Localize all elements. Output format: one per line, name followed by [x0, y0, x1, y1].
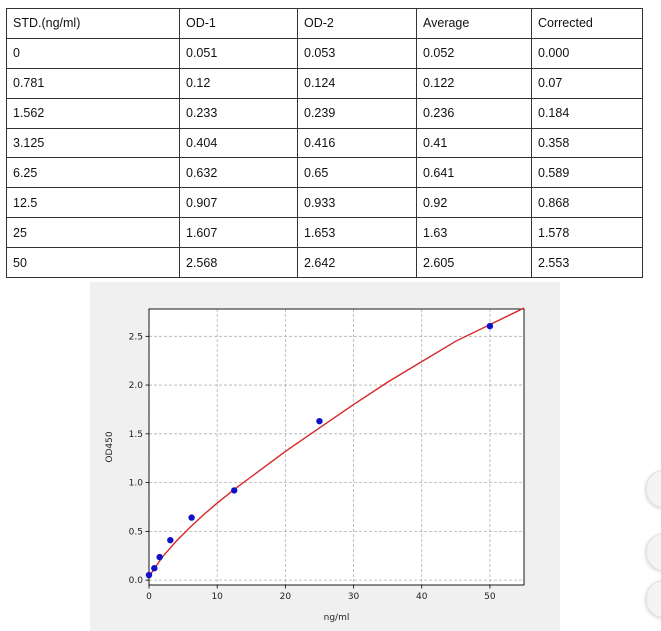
scroll-button-middle[interactable]	[646, 533, 661, 571]
x-tick-label: 10	[211, 592, 223, 602]
table-cell: 0.907	[179, 187, 298, 219]
x-tick-label: 30	[348, 592, 360, 602]
y-tick-label: 0.0	[129, 576, 144, 586]
table-cell: 1.562	[6, 97, 180, 129]
table-cell: 0.236	[416, 97, 532, 129]
y-tick-label: 2.5	[129, 332, 143, 342]
table-cell: 1.578	[531, 217, 643, 249]
scroll-button-bottom[interactable]	[646, 580, 661, 618]
plot-frame-border	[148, 308, 525, 586]
table-row: 12.5 0.907 0.933 0.92 0.868	[6, 187, 643, 219]
table-cell: 0.641	[416, 157, 532, 189]
table-header-cell: Average	[416, 8, 532, 39]
table-header-cell: Corrected	[531, 8, 643, 39]
table-cell: 50	[6, 247, 180, 279]
table-cell: 0.239	[297, 97, 417, 129]
table-cell: 0.65	[297, 157, 417, 189]
data-point	[145, 571, 153, 579]
table-row: 3.125 0.404 0.416 0.41 0.358	[6, 127, 643, 159]
table-row: 0 0.051 0.053 0.052 0.000	[6, 37, 643, 69]
scroll-button-top[interactable]	[646, 470, 661, 508]
table-cell: 0.051	[179, 37, 298, 69]
table-row: 50 2.568 2.642 2.605 2.553	[6, 247, 643, 279]
table-cell: 0.358	[531, 127, 643, 159]
table-header-cell: OD-2	[297, 8, 417, 39]
table-cell: 0.124	[297, 67, 417, 99]
table-cell: 0.07	[531, 67, 643, 99]
table-cell: 0.933	[297, 187, 417, 219]
table-cell: 2.605	[416, 247, 532, 279]
data-point	[188, 514, 195, 521]
table-cell: 0.589	[531, 157, 643, 189]
table-header-cell: OD-1	[179, 8, 298, 39]
table-cell: 0	[6, 37, 180, 69]
y-tick-label: 0.5	[129, 527, 143, 537]
data-point	[231, 487, 238, 494]
table-cell: 2.568	[179, 247, 298, 279]
y-tick-label: 1.5	[129, 430, 143, 440]
table-cell: 1.653	[297, 217, 417, 249]
x-tick-label: 50	[484, 592, 496, 602]
y-axis-label: OD450	[105, 431, 115, 462]
data-point	[156, 553, 163, 561]
table-cell: 2.642	[297, 247, 417, 279]
table-header-cell: STD.(ng/ml)	[6, 8, 180, 39]
data-point	[167, 536, 174, 544]
table-row: 6.25 0.632 0.65 0.641 0.589	[6, 157, 643, 189]
table-cell: 0.000	[531, 37, 643, 69]
table-cell: 0.41	[416, 127, 532, 159]
table-cell: 0.053	[297, 37, 417, 69]
table-cell: 0.781	[6, 67, 180, 99]
table-cell: 1.63	[416, 217, 532, 249]
table-header-row: STD.(ng/ml) OD-1 OD-2 Average Corrected	[6, 8, 643, 39]
x-tick-label: 0	[146, 592, 152, 602]
x-axis-label: ng/ml	[324, 613, 350, 623]
table-cell: 0.632	[179, 157, 298, 189]
table-cell: 0.404	[179, 127, 298, 159]
table-row: 25 1.607 1.653 1.63 1.578	[6, 217, 643, 249]
standard-curve-chart: 0 10 20 30 40 50 0.0 0.5 1.0 1.5 2.0 2.5 ng/ml OD450	[105, 307, 525, 623]
table-cell: 0.92	[416, 187, 532, 219]
table-cell: 3.125	[6, 127, 180, 159]
table-cell: 1.607	[179, 217, 298, 249]
x-tick-label: 40	[416, 592, 428, 602]
data-point	[486, 322, 494, 330]
y-tick-label: 2.0	[129, 381, 144, 391]
table-cell: 0.868	[531, 187, 643, 219]
table-cell: 6.25	[6, 157, 180, 189]
data-point	[316, 417, 323, 425]
table-cell: 2.553	[531, 247, 643, 279]
table-cell: 25	[6, 217, 180, 249]
y-tick-label: 1.0	[129, 479, 144, 489]
table-cell: 12.5	[6, 187, 180, 219]
data-point	[151, 565, 158, 572]
table-cell: 0.416	[297, 127, 417, 159]
x-tick-label: 20	[280, 592, 292, 602]
table-row: 0.781 0.12 0.124 0.122 0.07	[6, 67, 643, 99]
table-cell: 0.052	[416, 37, 532, 69]
plot-area	[149, 309, 524, 585]
table-cell: 0.122	[416, 67, 532, 99]
standard-curve-table: STD.(ng/ml) OD-1 OD-2 Average Corrected 0 0.05…	[6, 8, 643, 279]
table-row: 1.562 0.233 0.239 0.236 0.184	[6, 97, 643, 129]
table-cell: 0.184	[531, 97, 643, 129]
table-cell: 0.12	[179, 67, 298, 99]
table-cell: 0.233	[179, 97, 298, 129]
